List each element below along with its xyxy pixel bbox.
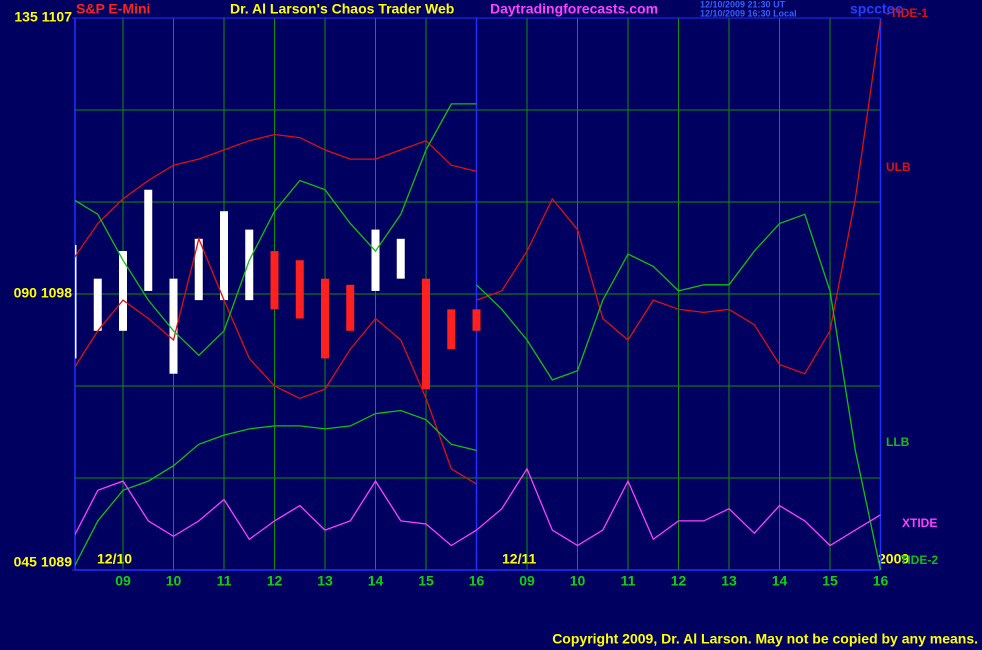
price-bar: [321, 278, 329, 359]
date-label: 2009: [878, 551, 909, 567]
timestamp: 12/10/2009 21:30 UT: [700, 0, 786, 9]
x-tick-label: 13: [317, 573, 333, 589]
price-bar: [93, 278, 102, 331]
price-bar: [295, 260, 304, 319]
series-line: [75, 133, 477, 258]
x-tick-label: 11: [621, 573, 636, 589]
chart-subtitle: Dr. Al Larson's Chaos Trader Web: [230, 1, 454, 17]
series-label: ULB: [886, 160, 911, 174]
series-label: TIDE-2: [900, 553, 938, 567]
x-tick-label: 09: [519, 573, 535, 589]
series-label: -TIDE-1: [886, 6, 928, 20]
price-bar: [422, 278, 430, 390]
x-tick-label: 16: [873, 573, 889, 589]
price-bar: [472, 309, 481, 331]
series-label: LLB: [886, 435, 910, 449]
price-bar: [371, 229, 380, 291]
x-tick-label: 09: [115, 573, 131, 589]
timestamp: 12/10/2009 16:30 Local: [700, 8, 797, 18]
x-tick-label: 11: [217, 573, 232, 589]
x-tick-label: 13: [721, 573, 737, 589]
y-tick-label: 135 1107: [14, 9, 72, 25]
series-line: [476, 213, 882, 571]
x-tick-label: 14: [772, 573, 788, 589]
price-bar: [169, 278, 178, 374]
x-tick-label: 12: [671, 573, 687, 589]
series-line: [75, 409, 477, 567]
y-tick-label: 045 1089: [14, 554, 73, 570]
price-bar: [194, 238, 203, 301]
symbol: spcctoc: [850, 1, 903, 17]
date-label: 12/10: [97, 551, 132, 567]
x-tick-label: 15: [418, 573, 434, 589]
price-bar: [75, 244, 77, 359]
x-tick-label: 12: [267, 573, 283, 589]
copyright: Copyright 2009, Dr. Al Larson. May not b…: [552, 631, 978, 647]
x-tick-label: 16: [469, 573, 485, 589]
x-tick-label: 14: [368, 573, 384, 589]
price-bar: [119, 251, 127, 331]
date-label: 12/11: [502, 551, 536, 567]
x-tick-label: 10: [570, 573, 586, 589]
site-name: Daytradingforecasts.com: [490, 1, 658, 17]
price-bar: [346, 284, 355, 331]
series-label: XTIDE: [902, 516, 937, 530]
price-bar: [270, 251, 279, 310]
price-bar: [396, 238, 405, 279]
x-tick-label: 15: [822, 573, 838, 589]
price-bar: [447, 309, 456, 350]
series-line: [75, 103, 477, 357]
series-line: [75, 467, 881, 547]
price-bar: [144, 189, 153, 291]
x-tick-label: 10: [166, 573, 182, 589]
price-bar: [220, 211, 228, 301]
price-bar: [245, 229, 254, 301]
chart-title: S&P E-Mini: [76, 1, 150, 17]
plot: [75, 21, 882, 571]
series-line: [75, 236, 477, 485]
series-line: [476, 21, 882, 375]
y-tick-label: 090 1098: [14, 285, 73, 301]
